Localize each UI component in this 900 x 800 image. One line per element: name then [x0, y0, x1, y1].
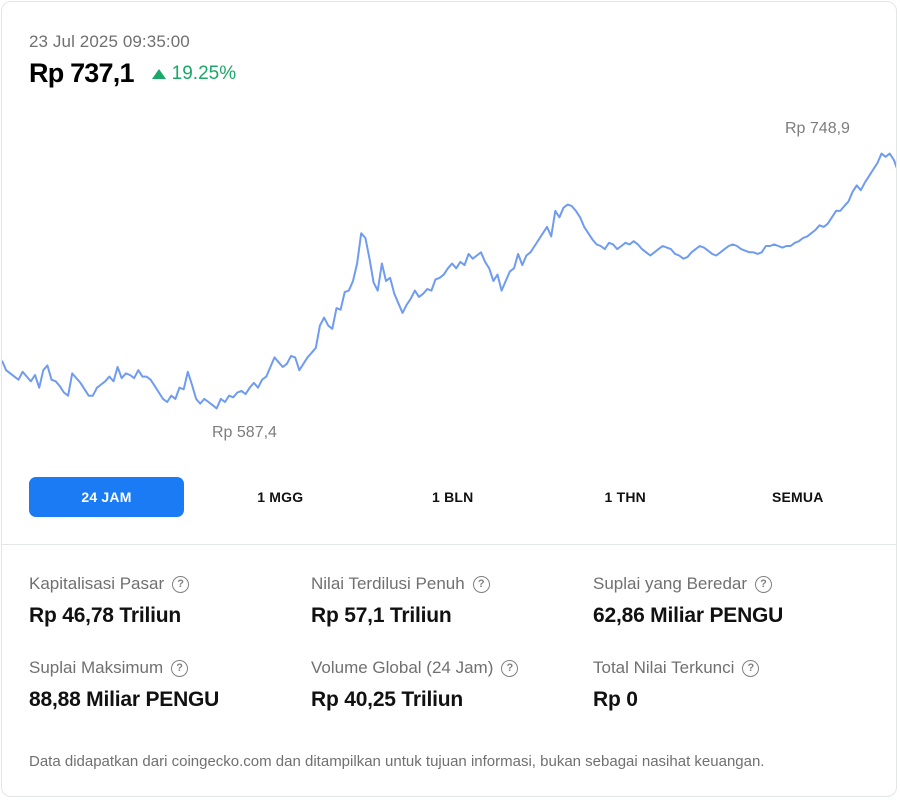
price-chart-svg: [2, 152, 896, 410]
stat-label: Kapitalisasi Pasar: [29, 574, 165, 593]
stat-value: Rp 0: [593, 688, 638, 711]
price-change-value: 19.25%: [171, 62, 237, 84]
stat-label: Suplai Maksimum: [29, 658, 164, 677]
tab-1-bln[interactable]: 1 BLN: [432, 489, 474, 505]
current-price: Rp 737,1: [29, 58, 134, 88]
tab-1-mgg[interactable]: 1 MGG: [257, 489, 304, 505]
tab-1-thn[interactable]: 1 THN: [604, 489, 646, 505]
stat-fully-diluted: Nilai Terdilusi Penuh ? Rp 57,1 Triliun: [311, 574, 593, 628]
chart-high-label: Rp 748,9: [785, 120, 850, 137]
stat-market-cap: Kapitalisasi Pasar ? Rp 46,78 Triliun: [29, 574, 311, 628]
disclaimer-text: Data didapatkan dari coingecko.com dan d…: [29, 753, 765, 770]
timestamp: 23 Jul 2025 09:35:00: [29, 32, 190, 51]
stat-max-supply: Suplai Maksimum ? 88,88 Miliar PENGU: [29, 658, 311, 712]
help-icon[interactable]: ?: [755, 575, 773, 593]
stats-grid: Kapitalisasi Pasar ? Rp 46,78 Triliun Ni…: [29, 574, 879, 712]
divider: [2, 544, 896, 545]
stat-value: Rp 46,78 Triliun: [29, 604, 182, 627]
help-icon[interactable]: ?: [171, 659, 189, 677]
time-range-tabs: 24 JAM 1 MGG 1 BLN 1 THN SEMUA: [29, 477, 884, 517]
price-chart[interactable]: [2, 112, 896, 452]
stat-value: 62,86 Miliar PENGU: [593, 604, 784, 627]
help-icon[interactable]: ?: [742, 659, 760, 677]
stat-label: Volume Global (24 Jam): [311, 658, 494, 677]
stat-global-volume: Volume Global (24 Jam) ? Rp 40,25 Triliu…: [311, 658, 593, 712]
stat-label: Total Nilai Terkunci: [593, 658, 735, 677]
stat-value: Rp 57,1 Triliun: [311, 604, 452, 627]
up-arrow-icon: [151, 68, 166, 79]
help-icon[interactable]: ?: [501, 659, 519, 677]
help-icon[interactable]: ?: [172, 575, 190, 593]
stat-circulating-supply: Suplai yang Beredar ? 62,86 Miliar PENGU: [593, 574, 875, 628]
stat-label: Suplai yang Beredar: [593, 574, 748, 593]
tab-24-jam[interactable]: 24 JAM: [29, 477, 184, 517]
price-header: 23 Jul 2025 09:35:00 Rp 737,1 19.25%: [29, 32, 236, 89]
price-line: [2, 152, 896, 410]
tab-semua[interactable]: SEMUA: [771, 489, 824, 505]
price-row: Rp 737,1 19.25%: [29, 58, 236, 89]
chart-low-label: Rp 587,4: [212, 424, 277, 441]
stat-total-value-locked: Total Nilai Terkunci ? Rp 0: [593, 658, 875, 712]
stat-label: Nilai Terdilusi Penuh: [311, 574, 465, 593]
help-icon[interactable]: ?: [472, 575, 490, 593]
stat-value: Rp 40,25 Triliun: [311, 688, 464, 711]
price-change: 19.25%: [151, 62, 237, 85]
stat-value: 88,88 Miliar PENGU: [29, 688, 220, 711]
